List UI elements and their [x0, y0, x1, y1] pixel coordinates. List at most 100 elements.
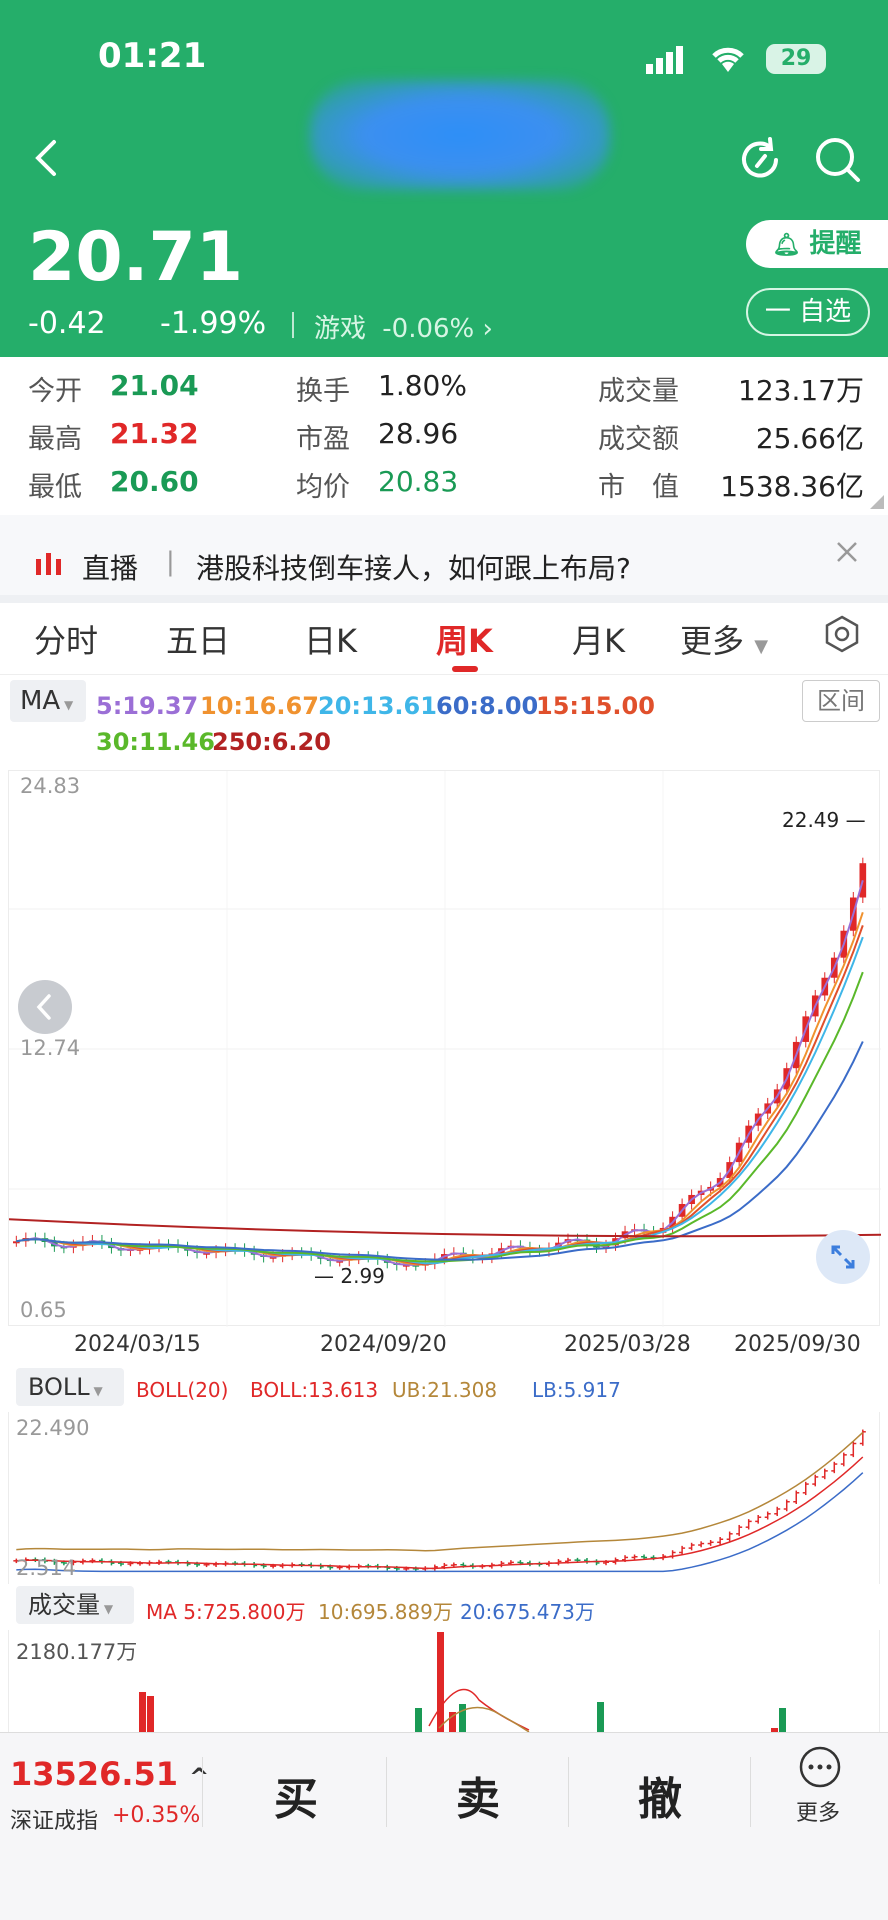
news-ticker[interactable]: 直播 | 港股科技倒车接人，如何跟上布局?: [0, 515, 888, 595]
scroll-left-button[interactable]: [18, 980, 72, 1034]
high-value: 21.32: [110, 417, 199, 450]
caret-down-icon: ▼: [754, 636, 769, 657]
volume-ma10-line: [438, 1706, 530, 1732]
index-value-text: 13526.51: [10, 1755, 179, 1793]
more-icon[interactable]: [798, 1745, 842, 1789]
search-icon[interactable]: [812, 134, 864, 186]
date-tick-2: 2024/09/20: [320, 1332, 447, 1357]
boll-mid: BOLL:13.613: [250, 1378, 379, 1402]
tab-intraday[interactable]: 分时: [34, 622, 99, 660]
chevron-left-icon: [36, 994, 51, 1020]
high-label: 最高: [28, 424, 82, 455]
mcap-value: 1538.36亿: [720, 470, 864, 503]
volume-ma5: MA 5:725.800万: [146, 1600, 306, 1624]
ma5-value: 5:19.37: [96, 692, 199, 720]
ma20-value: 20:13.61: [318, 692, 437, 720]
low-value: 20.60: [110, 465, 199, 498]
remind-button[interactable]: 🔔︎ 提醒: [746, 220, 888, 268]
back-icon[interactable]: [28, 136, 64, 180]
volume-selector-label: 成交量: [28, 1591, 100, 1619]
date-tick-1: 2024/03/15: [74, 1332, 201, 1357]
caret-up-icon: ^: [189, 1763, 210, 1791]
cancel-order-button[interactable]: 撤: [638, 1774, 682, 1825]
active-tab-indicator: [452, 666, 478, 672]
index-pct: +0.35%: [112, 1803, 201, 1828]
tab-monthly-k[interactable]: 月K: [572, 622, 625, 660]
range-button[interactable]: 区间: [802, 680, 880, 722]
ma-line: [16, 925, 864, 1266]
avg-value: 20.83: [378, 465, 459, 498]
y-axis-mid: 12.74: [20, 1036, 81, 1060]
caret-down-icon: ▼: [60, 698, 74, 712]
divider: [568, 1757, 569, 1827]
tab-daily-k[interactable]: 日K: [304, 622, 357, 660]
volume-ma10: 10:695.889万: [318, 1600, 453, 1624]
max-price-value: 22.49: [782, 808, 840, 832]
boll-mid-line: [16, 1456, 864, 1570]
tab-more-label: 更多: [680, 622, 745, 660]
boll-ub: UB:21.308: [392, 1378, 498, 1402]
ma-line: [16, 971, 864, 1263]
remind-label: 提醒: [809, 229, 862, 259]
volume-bar: [147, 1696, 154, 1732]
refresh-icon[interactable]: [734, 134, 786, 186]
sector-name: 游戏: [314, 314, 367, 344]
pe-label: 市盈: [296, 424, 350, 455]
volume-bar: [597, 1702, 604, 1732]
bottom-trade-bar: 13526.51 ^ 深证成指 +0.35% 买 卖 撤 更多: [0, 1732, 888, 1920]
settings-icon[interactable]: [822, 614, 862, 654]
corner-mark-icon: [870, 495, 884, 509]
ma10-value: 10:16.67: [200, 692, 319, 720]
boll-lb: LB:5.917: [532, 1378, 621, 1402]
tab-weekly-k[interactable]: 周K: [436, 622, 493, 660]
candle-body: [13, 1241, 20, 1244]
tab-more[interactable]: 更多 ▼: [680, 616, 768, 662]
sector-link[interactable]: 游戏 -0.06% ›: [314, 308, 493, 345]
ma250-value: 250:6.20: [212, 728, 331, 756]
bell-icon: 🔔︎: [772, 233, 801, 258]
tab-five-day[interactable]: 五日: [166, 622, 231, 660]
min-price-value: 2.99: [340, 1264, 385, 1288]
date-tick-4: 2025/09/30: [734, 1332, 861, 1357]
volume-bar: [771, 1728, 778, 1732]
status-time: 01:21: [98, 36, 207, 76]
close-icon[interactable]: [834, 539, 860, 565]
volume-bar: [449, 1712, 456, 1732]
ma-line: [16, 1041, 864, 1261]
volume-ma20: 20:675.473万: [460, 1600, 595, 1624]
header: 01:21 29 20.71 -0.42 -1.99% 游戏 -0.06% › …: [0, 0, 888, 357]
buy-button[interactable]: 买: [274, 1774, 318, 1825]
period-tabs: [0, 603, 888, 675]
add-watchlist-button[interactable]: 一 自选: [746, 288, 870, 336]
news-separator: |: [166, 547, 175, 577]
ma15-value: 15:15.00: [536, 692, 655, 720]
battery-icon: 29: [766, 44, 826, 74]
turnover-label: 换手: [296, 376, 350, 407]
index-name: 深证成指: [10, 1809, 99, 1834]
volume-bar: [415, 1708, 422, 1732]
volume-value: 123.17万: [738, 374, 864, 407]
fullscreen-button[interactable]: [816, 1230, 870, 1284]
caret-down-icon: ▼: [100, 1602, 114, 1616]
index-value[interactable]: 13526.51 ^: [10, 1755, 209, 1793]
indicator-selector-ma[interactable]: MA ▼: [10, 680, 86, 722]
kline-chart-area[interactable]: [8, 770, 882, 1327]
ma-line: [16, 880, 864, 1266]
more-label[interactable]: 更多: [796, 1801, 841, 1826]
indicator-selector-volume[interactable]: 成交量 ▼: [16, 1586, 134, 1624]
open-value: 21.04: [110, 369, 199, 402]
boll-lower-line: [16, 1472, 864, 1573]
price-change: -0.42: [28, 306, 106, 341]
live-bars-icon: [36, 553, 62, 575]
pe-value: 28.96: [378, 417, 459, 450]
volume-chart-area: [8, 1630, 880, 1732]
sell-button[interactable]: 卖: [456, 1774, 500, 1825]
y-axis-top: 24.83: [20, 774, 81, 798]
caret-down-icon: ▼: [89, 1384, 103, 1398]
max-price-label: 22.49 —: [782, 808, 866, 832]
volume-bar: [437, 1632, 444, 1732]
boll-param: BOLL(20): [136, 1378, 229, 1402]
indicator-selector-boll[interactable]: BOLL ▼: [16, 1368, 124, 1406]
y-axis-bottom: 0.65: [20, 1298, 67, 1322]
